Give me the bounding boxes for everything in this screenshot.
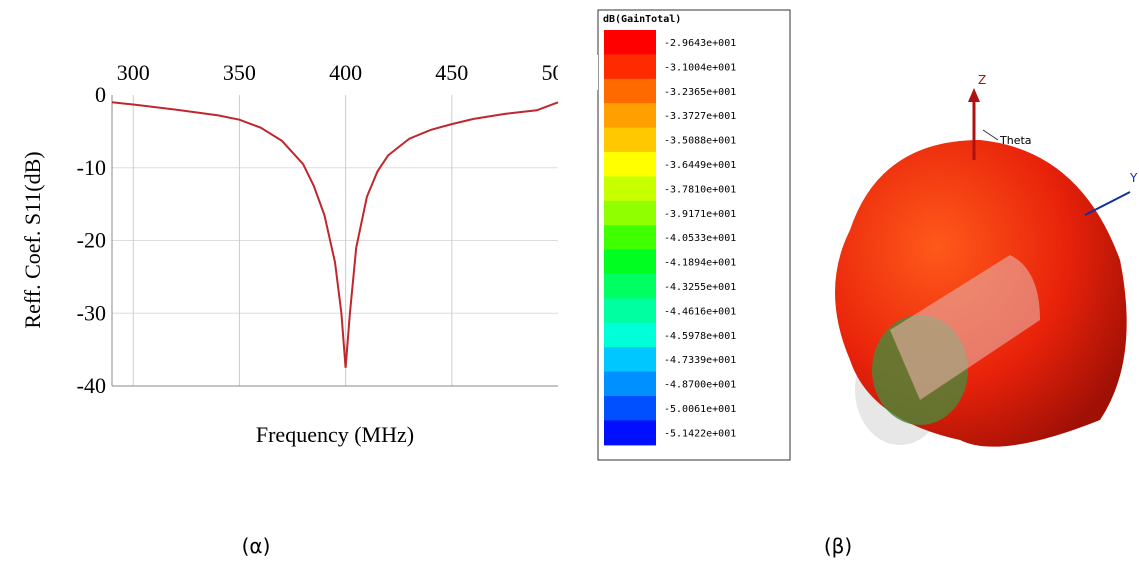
colorbar-label: -3.7810e+001 [664,184,736,195]
colorbar-label: -3.5088e+001 [664,136,736,147]
radiation-pattern: Z Theta Y [835,73,1138,447]
x-tick-label: 400 [329,60,362,85]
y-tick-label: -40 [77,373,106,398]
colorbar-band [604,30,656,55]
colorbar-label: -3.9171e+001 [664,209,736,220]
y-tick-label: -10 [77,155,106,180]
colorbar-band [604,103,656,128]
colorbar-label: -3.3727e+001 [664,111,736,122]
colorbar-label: -4.8700e+001 [664,380,736,391]
colorbar-label: -5.1422e+001 [664,428,736,439]
colorbar-label: -3.6449e+001 [664,160,736,171]
colorbar-band [604,274,656,299]
caption: (α) [242,534,271,558]
colorbar-band [604,250,656,275]
colorbar-label: -4.7339e+001 [664,355,736,366]
line [112,102,558,368]
x-axis-label: Frequency (MHz) [256,422,414,447]
colorbar-band [604,323,656,348]
colorbar-band [604,420,656,445]
x-tick-label: 450 [435,60,468,85]
colorbar-band [604,347,656,372]
colorbar-band [604,396,656,421]
colorbar-label: -4.5978e+001 [664,331,736,342]
colorbar-band [604,128,656,153]
colorbar-band [604,298,656,323]
theta-pointer [983,130,998,140]
colorbar-band [604,372,656,397]
colorbar-label: -4.1894e+001 [664,258,736,269]
figure: Reff. Coef. S11(dB) Frequency (MHz) dB(G… [0,0,1139,564]
caption: (β) [824,534,852,558]
colorbar-label: -4.3255e+001 [664,282,736,293]
colorbar-band [604,201,656,226]
x-tick-label: 350 [223,60,256,85]
colorbar-band [604,176,656,201]
colorbar-label: -4.4616e+001 [664,306,736,317]
y-axis [1085,192,1130,215]
colorbar-label: -2.9643e+001 [664,38,736,49]
z-arrow [968,88,980,102]
colorbar-label: -5.0061e+001 [664,404,736,415]
theta-label: Theta [999,134,1032,147]
label-mask [558,55,598,90]
y-axis-label: Reff. Coef. S11(dB) [20,151,45,328]
y-tick-label: -20 [77,228,106,253]
y-tick-label: 0 [95,82,106,107]
x-tick-label: 300 [117,60,150,85]
colorbar-label: -3.1004e+001 [664,62,736,73]
colorbar-band [604,54,656,79]
colorbar-band [604,225,656,250]
y-label: Y [1129,171,1138,185]
y-tick-label: -30 [77,300,106,325]
colorbar-label: -3.2365e+001 [664,87,736,98]
colorbar-band [604,152,656,177]
colorbar-title: dB(GainTotal) [603,13,681,25]
colorbar-label: -4.0533e+001 [664,233,736,244]
z-label: Z [978,73,986,87]
colorbar-band [604,79,656,104]
